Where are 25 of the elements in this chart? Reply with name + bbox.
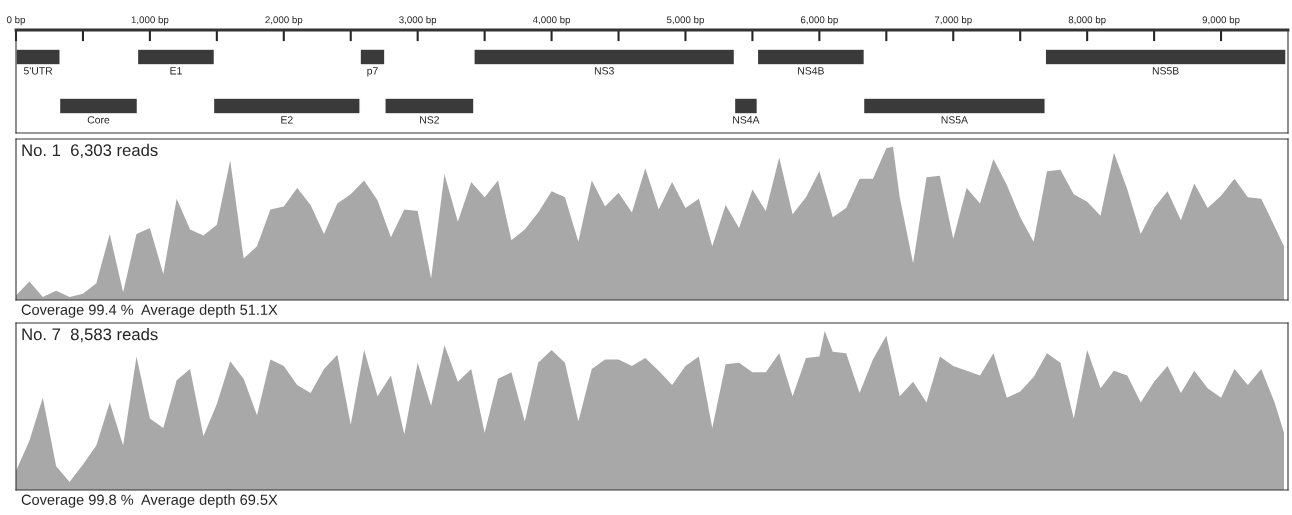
x-tick-label: 8,000 bp bbox=[1068, 16, 1106, 26]
series-label: NS3 bbox=[594, 67, 614, 75]
series-label: NS4B bbox=[798, 67, 824, 75]
x-tick-label: 1,000 bp bbox=[131, 16, 169, 26]
series-label: E2 bbox=[281, 116, 293, 124]
x-tick-label: 9,000 bp bbox=[1202, 16, 1240, 26]
series-label: Core bbox=[87, 116, 110, 124]
series-label: p7 bbox=[367, 67, 378, 77]
x-tick-label: 2,000 bp bbox=[265, 16, 303, 26]
series-label: NS4A bbox=[733, 116, 760, 124]
series-label: NS2 bbox=[420, 116, 440, 124]
x-tick-label: 4,000 bp bbox=[532, 16, 571, 26]
text: Coverage 99.4 % Average depth 51.1X bbox=[21, 304, 278, 318]
x-tick-label: 0 bp bbox=[6, 16, 26, 26]
series-label: NS5A bbox=[941, 116, 968, 124]
x-tick-label: 3,000 bp bbox=[399, 16, 437, 26]
chart-title: No. 1 6,303 reads bbox=[22, 143, 158, 159]
text: Coverage 99.8 % Average depth 69.5X bbox=[21, 494, 278, 508]
x-tick-label: 5,000 bp bbox=[666, 16, 704, 26]
series-label: 5'UTR bbox=[23, 67, 53, 75]
x-tick-label: 7,000 bp bbox=[934, 16, 972, 26]
chart-title: No. 7 8,583 reads bbox=[22, 328, 158, 343]
x-tick-label: 6,000 bp bbox=[800, 16, 838, 26]
series-label: E1 bbox=[170, 67, 182, 75]
series-label: NS5B bbox=[1152, 67, 1179, 75]
